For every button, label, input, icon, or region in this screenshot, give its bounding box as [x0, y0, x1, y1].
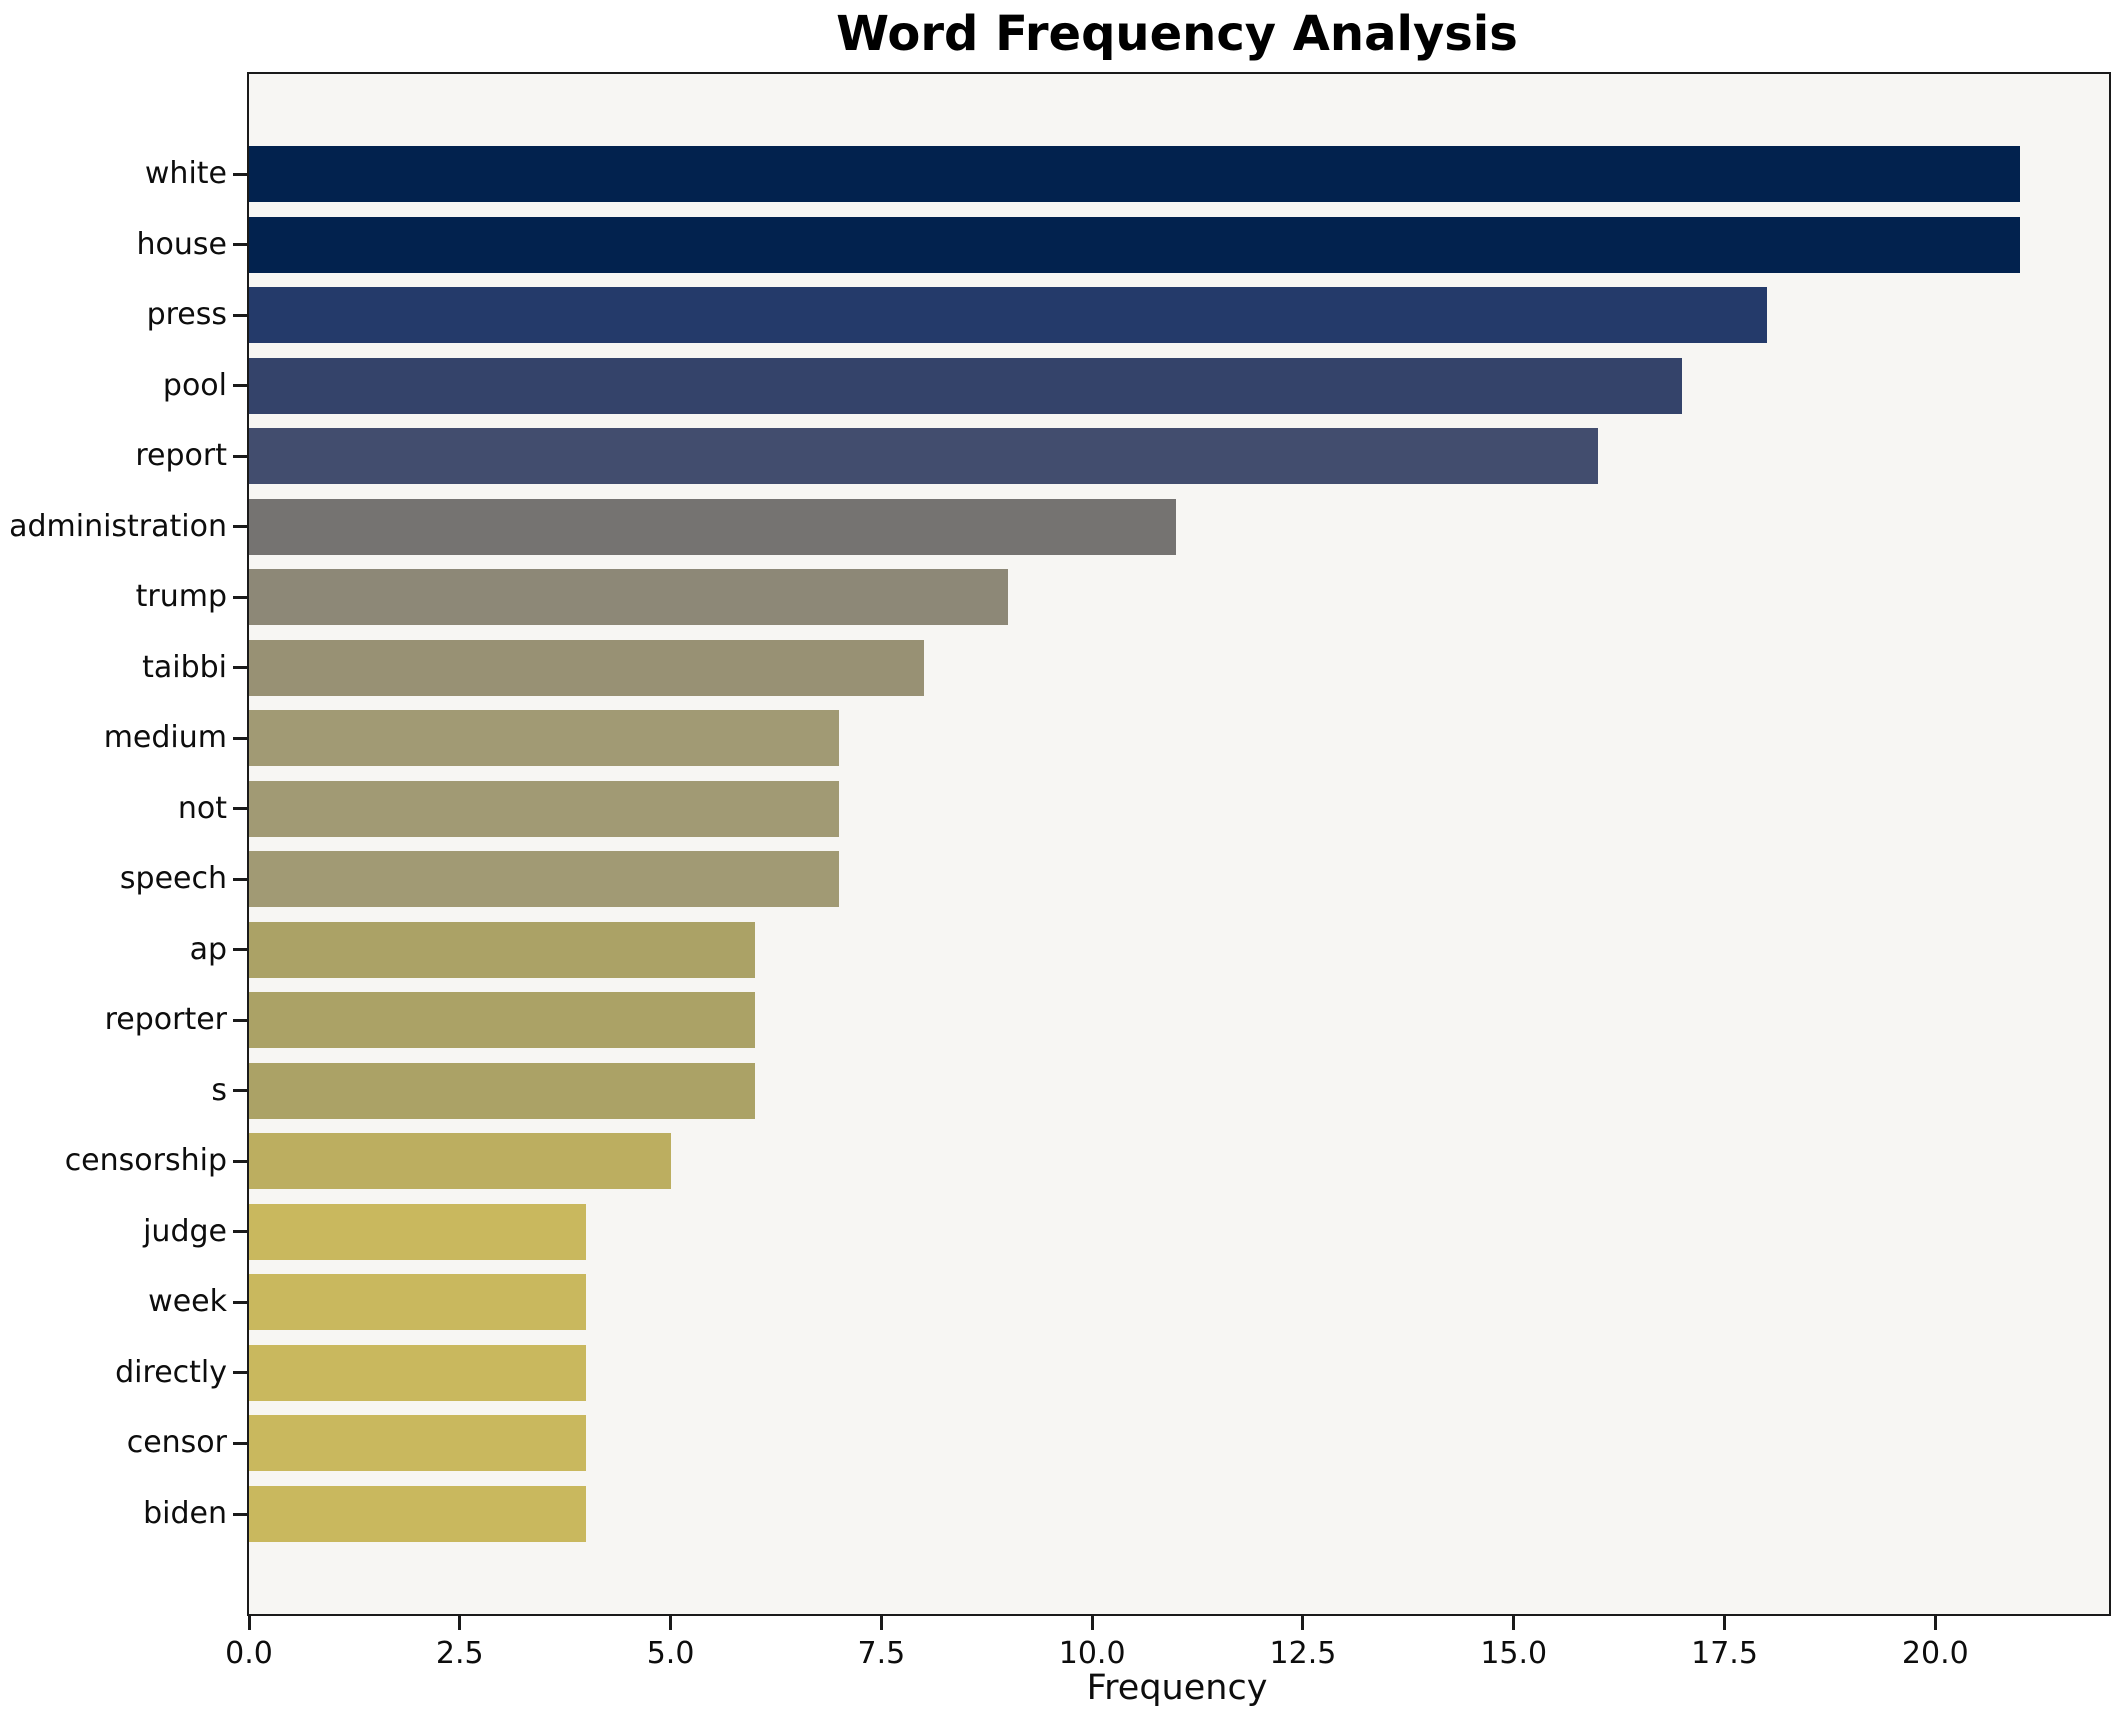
y-tick-label-pool: pool — [162, 367, 227, 403]
y-tick-mark — [233, 1089, 247, 1093]
x-tick-label-20.0: 20.0 — [1901, 1636, 1969, 1671]
bar-house — [249, 216, 2020, 273]
y-tick-label-biden: biden — [143, 1496, 227, 1531]
bar-speech — [249, 851, 840, 908]
y-tick-label-medium: medium — [103, 720, 227, 756]
y-tick-label-week: week — [148, 1284, 227, 1320]
y-tick-mark — [233, 1159, 247, 1163]
y-tick-label-censor: censor — [126, 1425, 227, 1461]
bar-pool — [249, 357, 1683, 414]
y-tick-mark — [233, 948, 247, 952]
bar-censor — [249, 1415, 587, 1472]
bar-press — [249, 287, 1767, 344]
x-tick-mark — [1933, 1616, 1937, 1630]
y-tick-mark — [233, 525, 247, 529]
bar-week — [249, 1274, 587, 1331]
y-tick-mark — [233, 1230, 247, 1234]
bar-ap — [249, 921, 755, 978]
y-tick-mark — [233, 384, 247, 388]
y-tick-label-ap: ap — [189, 931, 227, 967]
bar-administration — [249, 498, 1177, 555]
y-tick-mark — [233, 877, 247, 881]
x-tick-label-12.5: 12.5 — [1269, 1636, 1337, 1671]
x-tick-label-5.0: 5.0 — [646, 1636, 695, 1671]
bar-trump — [249, 569, 1008, 626]
y-tick-label-censorship: censorship — [64, 1143, 227, 1179]
y-tick-mark — [233, 454, 247, 458]
x-tick-mark — [1723, 1616, 1727, 1630]
x-tick-mark — [1090, 1616, 1094, 1630]
x-tick-mark — [1512, 1616, 1516, 1630]
bar-directly — [249, 1344, 587, 1401]
x-tick-mark — [247, 1616, 251, 1630]
y-tick-label-directly: directly — [115, 1354, 227, 1390]
bar-judge — [249, 1203, 587, 1260]
x-tick-label-2.5: 2.5 — [435, 1636, 484, 1671]
x-tick-label-10.0: 10.0 — [1058, 1636, 1126, 1671]
x-tick-label-17.5: 17.5 — [1691, 1636, 1758, 1671]
y-tick-mark — [233, 736, 247, 740]
y-tick-mark — [233, 807, 247, 811]
x-tick-mark — [879, 1616, 883, 1630]
y-tick-mark — [233, 313, 247, 317]
y-tick-mark — [233, 172, 247, 176]
bar-medium — [249, 710, 840, 767]
y-tick-mark — [233, 666, 247, 670]
y-tick-mark — [233, 1300, 247, 1304]
y-tick-label-house: house — [136, 226, 227, 262]
x-axis-label: Frequency — [1086, 1668, 1268, 1708]
y-tick-mark — [233, 1512, 247, 1516]
bar-not — [249, 780, 840, 837]
y-tick-label-trump: trump — [135, 579, 227, 615]
bar-reporter — [249, 992, 755, 1049]
bar-censorship — [249, 1133, 671, 1190]
x-tick-label-0.0: 0.0 — [225, 1636, 273, 1671]
chart-title: Word Frequency Analysis — [836, 6, 1518, 62]
x-tick-label-7.5: 7.5 — [857, 1636, 906, 1671]
y-tick-label-speech: speech — [119, 861, 227, 897]
x-tick-label-15.0: 15.0 — [1480, 1636, 1548, 1671]
y-tick-mark — [233, 1018, 247, 1022]
y-tick-mark — [233, 1371, 247, 1375]
y-tick-mark — [233, 1441, 247, 1445]
y-tick-mark — [233, 243, 247, 247]
x-tick-mark — [458, 1616, 462, 1630]
x-tick-mark — [669, 1616, 673, 1630]
bar-s — [249, 1062, 755, 1119]
y-tick-label-press: press — [146, 297, 227, 333]
bar-white — [249, 146, 2020, 202]
y-tick-label-taibbi: taibbi — [142, 649, 227, 685]
y-tick-label-report: report — [135, 438, 227, 474]
y-tick-label-administration: administration — [9, 508, 227, 544]
x-tick-mark — [1301, 1616, 1305, 1630]
y-tick-label-reporter: reporter — [104, 1002, 227, 1038]
plot-area: white house press pool report administration t… — [9, 72, 2111, 1671]
bar-biden — [249, 1486, 587, 1542]
y-tick-label-s: s — [211, 1072, 227, 1108]
y-tick-label-judge: judge — [143, 1213, 227, 1249]
bar-report — [249, 428, 1599, 485]
y-tick-label-white: white — [144, 156, 227, 191]
y-tick-mark — [233, 595, 247, 599]
y-tick-label-not: not — [177, 790, 227, 826]
bar-taibbi — [249, 639, 924, 696]
